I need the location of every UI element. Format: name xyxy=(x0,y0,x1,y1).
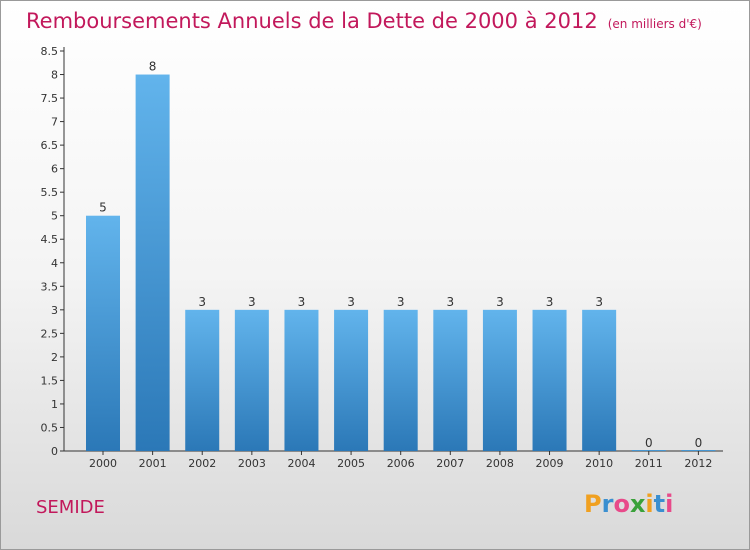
x-tick-label: 2004 xyxy=(287,457,315,470)
y-tick-label: 0.5 xyxy=(41,421,59,434)
x-tick-label: 2008 xyxy=(486,457,514,470)
data-label: 3 xyxy=(546,295,554,309)
x-tick-label: 2002 xyxy=(188,457,216,470)
bar-2001 xyxy=(135,74,170,451)
data-label: 0 xyxy=(645,436,653,450)
y-tick-label: 7.5 xyxy=(41,92,59,105)
bar-2005 xyxy=(334,309,369,451)
x-tick-label: 2003 xyxy=(238,457,266,470)
y-tick-label: 1.5 xyxy=(41,374,59,387)
data-label: 3 xyxy=(248,295,256,309)
bar-2003 xyxy=(234,309,269,451)
bar-2006 xyxy=(383,309,418,451)
data-label: 3 xyxy=(595,295,603,309)
y-tick-label: 3.5 xyxy=(41,280,59,293)
x-tick-label: 2009 xyxy=(536,457,564,470)
proxiti-logo: Proxiti xyxy=(584,490,674,518)
y-tick-label: 8.5 xyxy=(41,45,59,58)
x-tick-label: 2010 xyxy=(585,457,613,470)
data-label: 0 xyxy=(695,436,703,450)
x-tick-label: 2012 xyxy=(684,457,712,470)
bar-2002 xyxy=(185,309,220,451)
y-tick-label: 3 xyxy=(51,304,58,317)
bar-2009 xyxy=(532,309,567,451)
data-label: 3 xyxy=(298,295,306,309)
data-label: 3 xyxy=(198,295,206,309)
y-tick-label: 1 xyxy=(51,398,58,411)
x-tick-label: 2011 xyxy=(635,457,663,470)
chart-title: Remboursements Annuels de la Dette de 20… xyxy=(26,9,702,33)
bar-2011 xyxy=(631,450,666,451)
y-tick-label: 4 xyxy=(51,257,58,270)
y-tick-label: 4.5 xyxy=(41,233,59,246)
data-label: 3 xyxy=(397,295,405,309)
bar-2004 xyxy=(284,309,319,451)
y-tick-label: 0 xyxy=(51,445,58,458)
y-tick-label: 5.5 xyxy=(41,186,59,199)
data-label: 3 xyxy=(496,295,504,309)
chart-subtitle: (en milliers d'€) xyxy=(607,17,702,31)
y-tick-label: 2.5 xyxy=(41,327,59,340)
data-label: 8 xyxy=(149,60,157,74)
bar-2007 xyxy=(433,309,468,451)
y-tick-label: 2 xyxy=(51,351,58,364)
bar-2000 xyxy=(86,215,120,451)
x-tick-label: 2005 xyxy=(337,457,365,470)
y-tick-label: 7 xyxy=(51,116,58,129)
y-tick-label: 5 xyxy=(51,210,58,223)
data-label: 3 xyxy=(347,295,355,309)
place-name: SEMIDE xyxy=(36,497,105,518)
x-tick-label: 2007 xyxy=(436,457,464,470)
y-tick-label: 6.5 xyxy=(41,139,59,152)
x-tick-label: 2000 xyxy=(89,457,117,470)
y-tick-label: 6 xyxy=(51,163,58,176)
data-label: 5 xyxy=(99,201,107,215)
bar-2008 xyxy=(482,309,517,451)
y-tick-label: 8 xyxy=(51,69,58,82)
bar-2012 xyxy=(681,450,716,451)
bar-2010 xyxy=(582,309,617,451)
x-tick-label: 2001 xyxy=(139,457,167,470)
data-label: 3 xyxy=(446,295,454,309)
x-tick-label: 2006 xyxy=(387,457,415,470)
